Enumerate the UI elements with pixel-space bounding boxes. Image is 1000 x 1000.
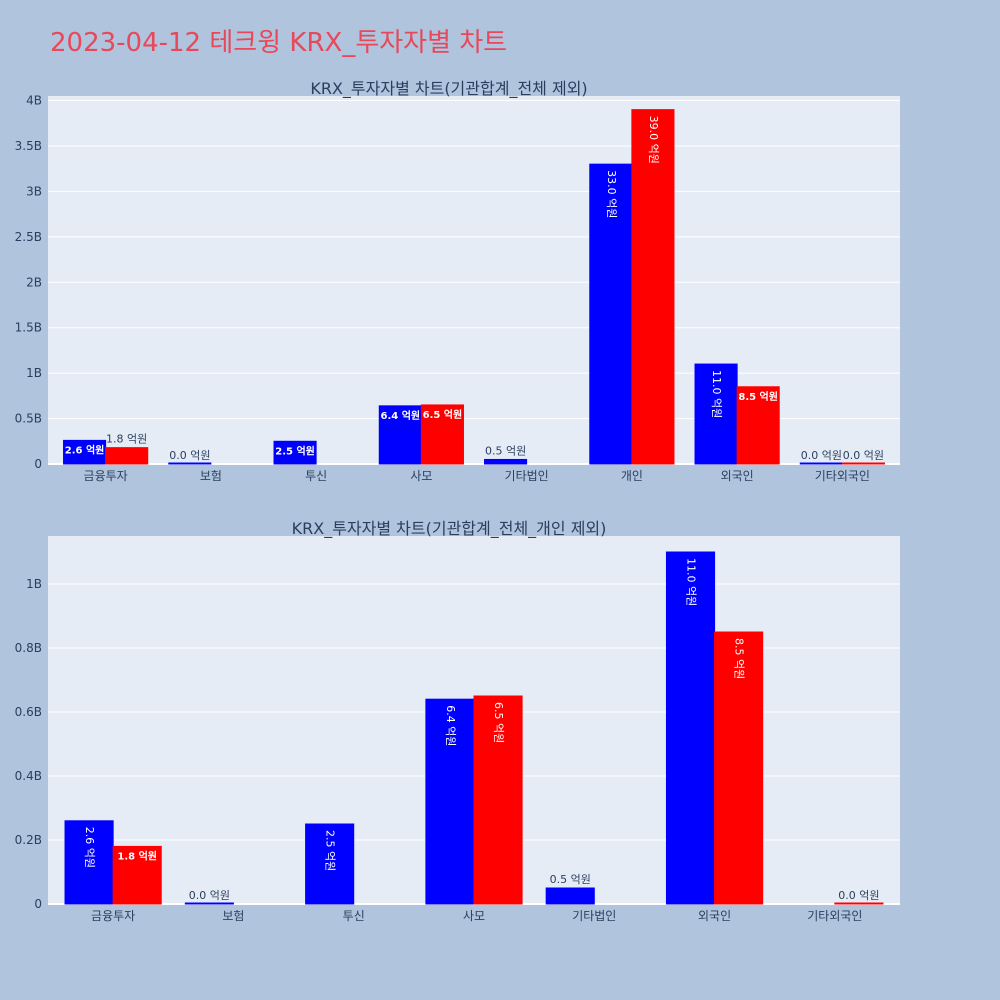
bar <box>273 440 317 465</box>
x-tick-label: 투신 <box>305 469 327 483</box>
y-tick-label: 0.8B <box>15 641 42 655</box>
bar <box>484 458 528 465</box>
data-label: 2.6 억원 <box>65 443 105 456</box>
bar <box>168 462 212 465</box>
data-label: 39.0 억원 <box>647 116 660 164</box>
bar <box>425 698 475 905</box>
bar <box>714 631 764 905</box>
data-label: 0.0 억원 <box>189 889 230 902</box>
x-tick-label: 기타외국인 <box>807 909 862 923</box>
data-label: 1.8 억원 <box>106 433 147 446</box>
x-tick-label: 사모 <box>410 469 432 483</box>
y-tick-label: 0.2B <box>15 833 42 847</box>
y-tick-label: 2.5B <box>15 230 42 244</box>
chart-title: KRX_투자자별 차트(기관합계_전체_개인 제외) <box>292 519 607 539</box>
data-label: 2.5 억원 <box>275 444 315 457</box>
x-tick-label: 투신 <box>343 909 365 923</box>
y-tick-label: 4B <box>26 94 42 108</box>
data-label: 6.4 억원 <box>381 409 421 422</box>
data-label: 1.8 억원 <box>117 849 157 862</box>
data-label: 6.5 억원 <box>423 408 463 421</box>
x-tick-label: 금융투자 <box>84 469 128 483</box>
data-label: 0.5 억원 <box>485 444 526 457</box>
x-tick-label: 기타법인 <box>505 469 549 483</box>
bar <box>736 386 780 465</box>
bar <box>631 109 675 465</box>
chart-top: KRX_투자자별 차트(기관합계_전체 제외) 0 0.5B 1B 1.5B 2B 2.5B… <box>15 79 900 483</box>
data-label: 6.5 억원 <box>492 702 505 743</box>
bar <box>105 447 149 465</box>
x-tick-label: 기타외국인 <box>815 469 870 483</box>
data-label: 33.0 억원 <box>605 170 618 218</box>
data-label: 0.0 억원 <box>843 449 884 462</box>
page-title: 2023-04-12 테크윙 KRX_투자자별 차트 <box>50 28 508 58</box>
data-label: 8.5 억원 <box>738 390 778 403</box>
bar <box>64 820 114 905</box>
bar <box>589 163 633 465</box>
data-label: 8.5 억원 <box>733 638 746 679</box>
data-label: 0.0 억원 <box>169 449 210 462</box>
data-label: 0.0 억원 <box>801 449 842 462</box>
bar <box>665 551 716 905</box>
y-tick-label: 0 <box>34 897 42 911</box>
bar <box>305 823 355 905</box>
data-label: 2.6 억원 <box>83 827 96 868</box>
data-label: 6.4 억원 <box>444 705 457 746</box>
chart-bottom: KRX_투자자별 차트(기관합계_전체_개인 제외) 0 0.2B 0.4B 0.6B 0… <box>15 519 900 923</box>
chart-title: KRX_투자자별 차트(기관합계_전체 제외) <box>310 79 587 99</box>
bar <box>841 462 885 465</box>
bar <box>799 462 843 465</box>
y-tick-label: 0.5B <box>15 412 42 426</box>
bar <box>473 695 523 905</box>
x-tick-label: 금융투자 <box>91 909 135 923</box>
bar <box>184 902 234 905</box>
data-label: 11.0 억원 <box>685 558 698 606</box>
x-tick-label: 사모 <box>463 909 485 923</box>
y-tick-label: 0.4B <box>15 769 42 783</box>
y-tick-label: 1B <box>26 577 42 591</box>
x-tick-label: 기타법인 <box>572 909 616 923</box>
y-tick-label: 0 <box>34 457 42 471</box>
bar <box>420 404 464 465</box>
data-label: 0.5 억원 <box>550 873 591 886</box>
y-tick-label: 1B <box>26 366 42 380</box>
data-label: 0.0 억원 <box>838 889 879 902</box>
data-label: 11.0 억원 <box>710 370 723 418</box>
bar <box>834 902 884 905</box>
y-tick-label: 3B <box>26 184 42 198</box>
x-tick-label: 개인 <box>621 469 643 483</box>
y-tick-label: 0.6B <box>15 705 42 719</box>
bar <box>112 845 162 905</box>
y-tick-label: 1.5B <box>15 321 42 335</box>
bar <box>545 887 595 905</box>
x-tick-label: 외국인 <box>721 469 754 483</box>
y-tick-label: 3.5B <box>15 139 42 153</box>
y-tick-label: 2B <box>26 275 42 289</box>
x-tick-label: 보험 <box>222 909 244 923</box>
data-label: 2.5 억원 <box>324 830 337 871</box>
x-tick-label: 보험 <box>200 469 222 483</box>
x-tick-label: 외국인 <box>698 909 731 923</box>
